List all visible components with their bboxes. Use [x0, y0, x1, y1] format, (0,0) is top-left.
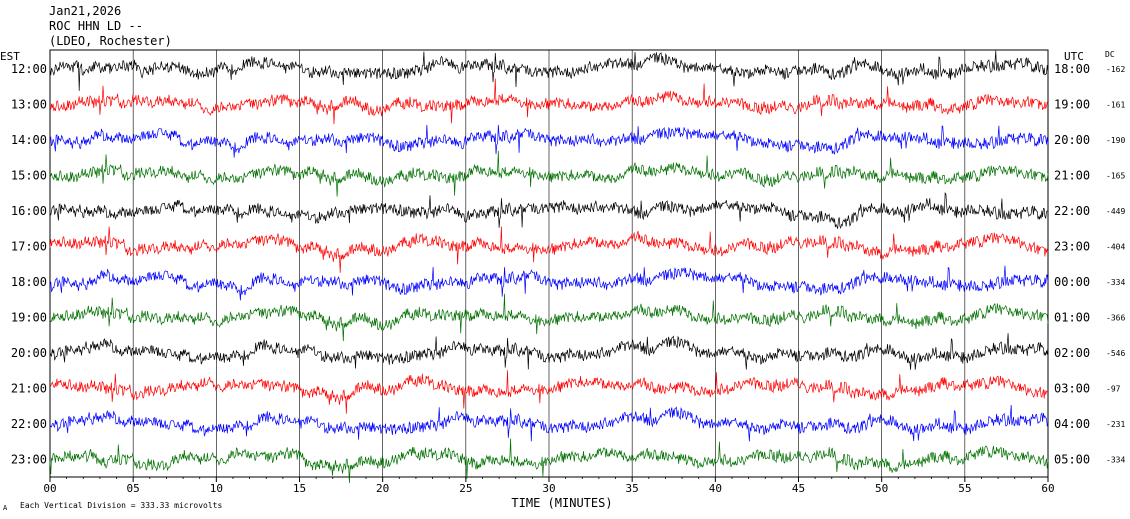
row-label-utc: 18:00: [1054, 62, 1090, 76]
row-label-est: 22:00: [11, 417, 47, 431]
trace-line: [49, 226, 1049, 273]
row-label-utc: 23:00: [1054, 240, 1090, 254]
row-label-est: 13:00: [11, 98, 47, 112]
row-label-utc: 20:00: [1054, 133, 1090, 147]
x-tick-label: 25: [459, 482, 472, 495]
trace-line: [49, 370, 1049, 414]
row-dc-value: -231: [1106, 420, 1125, 429]
trace-line: [49, 192, 1049, 229]
row-label-utc: 04:00: [1054, 417, 1090, 431]
row-label-utc: 00:00: [1054, 275, 1090, 289]
x-tick-label: 15: [293, 482, 306, 495]
trace-line: [49, 404, 1049, 442]
row-dc-value: -404: [1106, 243, 1125, 252]
x-tick-label: 05: [127, 482, 140, 495]
row-dc-value: -546: [1106, 349, 1125, 358]
row-label-est: 18:00: [11, 275, 47, 289]
chart-network-label: (LDEO, Rochester): [49, 34, 172, 48]
x-axis-title: TIME (MINUTES): [511, 496, 612, 510]
trace-line: [49, 438, 1049, 484]
trace-line: [49, 293, 1049, 342]
corner-mark: A: [3, 504, 8, 512]
row-label-est: 17:00: [11, 240, 47, 254]
row-dc-value: -161: [1106, 101, 1125, 110]
scale-note: Each Vertical Division = 333.33 microvol…: [20, 501, 222, 510]
trace-line: [49, 124, 1049, 158]
row-label-est: 19:00: [11, 311, 47, 325]
row-label-est: 14:00: [11, 133, 47, 147]
x-tick-label: 40: [709, 482, 722, 495]
trace-line: [49, 333, 1049, 370]
x-tick-label: 60: [1041, 482, 1054, 495]
row-label-utc: 02:00: [1054, 346, 1090, 360]
row-label-est: 21:00: [11, 382, 47, 396]
row-label-utc: 05:00: [1054, 453, 1090, 467]
left-timezone-label: EST: [0, 50, 20, 63]
x-tick-label: 50: [875, 482, 888, 495]
x-tick-label: 10: [210, 482, 223, 495]
row-dc-value: -165: [1106, 172, 1125, 181]
x-tick-label: 30: [542, 482, 555, 495]
chart-station-title: ROC HHN LD --: [49, 19, 143, 33]
x-tick-label: 20: [376, 482, 389, 495]
trace-line: [49, 78, 1049, 125]
x-tick-label: 55: [958, 482, 971, 495]
row-label-est: 16:00: [11, 204, 47, 218]
row-label-est: 20:00: [11, 346, 47, 360]
row-dc-value: -190: [1106, 136, 1125, 145]
row-label-utc: 19:00: [1054, 98, 1090, 112]
x-tick-label: 00: [43, 482, 56, 495]
row-label-est: 12:00: [11, 62, 47, 76]
chart-date: Jan21,2026: [49, 4, 122, 18]
row-label-utc: 03:00: [1054, 382, 1090, 396]
x-tick-label: 35: [626, 482, 639, 495]
row-dc-value: -97: [1106, 385, 1121, 394]
row-label-est: 15:00: [11, 169, 47, 183]
row-dc-value: -449: [1106, 207, 1125, 216]
trace-line: [49, 50, 1049, 91]
row-label-utc: 01:00: [1054, 311, 1090, 325]
dc-header-label: DC: [1105, 50, 1115, 59]
row-dc-value: -334: [1106, 278, 1125, 287]
row-dc-value: -334: [1106, 456, 1125, 465]
right-timezone-label: UTC: [1064, 50, 1084, 63]
row-dc-value: -366: [1106, 314, 1125, 323]
row-label-utc: 21:00: [1054, 169, 1090, 183]
trace-line: [49, 150, 1049, 197]
trace-line: [49, 265, 1049, 301]
row-label-est: 23:00: [11, 453, 47, 467]
row-label-utc: 22:00: [1054, 204, 1090, 218]
x-tick-label: 45: [792, 482, 805, 495]
row-dc-value: -162: [1106, 65, 1125, 74]
